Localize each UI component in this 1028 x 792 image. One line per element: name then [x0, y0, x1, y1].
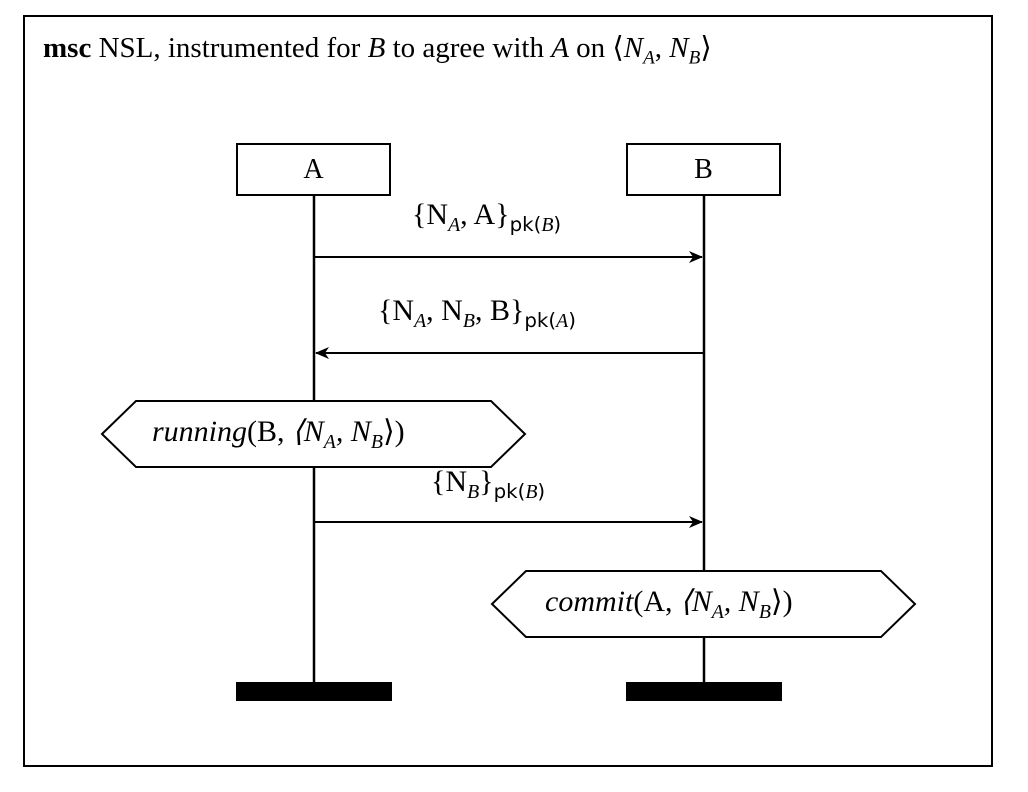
- instance-label-a: A: [303, 153, 324, 185]
- title-n2: N: [669, 32, 689, 64]
- title-name: NSL, instrumented for: [98, 32, 361, 64]
- title-keyword: msc: [43, 32, 92, 64]
- instance-box-b: B: [626, 143, 781, 196]
- title-tuple-open: ⟨: [612, 32, 624, 64]
- condition-running: running(B, ⟨NA, NB⟩): [152, 415, 405, 453]
- diagram-title: msc NSL, instrumented for B to agree wit…: [43, 30, 712, 70]
- instance-label-b: B: [694, 153, 713, 185]
- diagram-frame: [23, 15, 993, 767]
- title-comma: ,: [654, 32, 663, 64]
- end-bar-a: [236, 682, 392, 701]
- message-label-3: {NB}pk(B): [431, 465, 546, 503]
- instance-box-a: A: [236, 143, 391, 196]
- title-sub-b: B: [688, 47, 701, 69]
- condition-commit: commit(A, ⟨NA, NB⟩): [545, 585, 793, 623]
- title-tuple-close: ⟩: [700, 32, 712, 64]
- title-sub-a: A: [643, 47, 655, 69]
- title-middle: to agree with: [392, 32, 544, 64]
- title-agent-a: A: [551, 32, 569, 64]
- title-n1: N: [623, 32, 644, 64]
- condition-hexagon-running: [100, 400, 527, 468]
- end-bar-b: [626, 682, 782, 701]
- condition-hexagon-commit: [490, 570, 917, 638]
- title-agent-b: B: [367, 32, 386, 64]
- title-tail: on: [576, 32, 606, 64]
- message-label-1: {NA, A}pk(B): [412, 198, 562, 236]
- message-label-2: {NA, NB, B}pk(A): [378, 294, 576, 332]
